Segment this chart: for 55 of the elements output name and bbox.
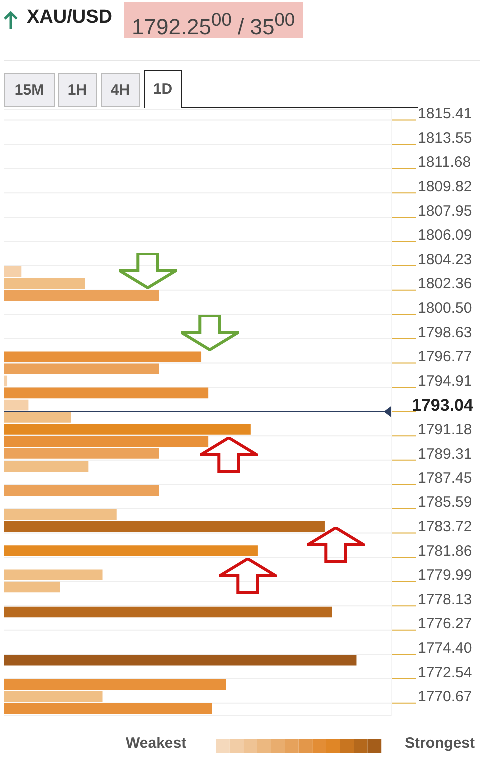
y-tick-label: 1811.68 — [418, 154, 472, 172]
y-tick-label: 1770.67 — [418, 688, 472, 706]
y-tick-label: 1772.54 — [418, 664, 472, 682]
y-tick-label: 1785.59 — [418, 494, 472, 512]
bar — [4, 436, 209, 447]
bar — [4, 400, 29, 411]
bar — [4, 606, 332, 618]
y-tick-label: 1774.40 — [418, 640, 472, 658]
bar — [4, 266, 22, 278]
bar — [4, 461, 89, 472]
y-tick-label: 1807.95 — [418, 202, 472, 220]
bar — [4, 679, 226, 690]
bar — [4, 546, 258, 556]
y-tick-label: 1796.77 — [418, 348, 472, 366]
y-tick-label: 1794.91 — [418, 372, 472, 390]
text: 1D — [144, 70, 182, 108]
y-tick-label: 1800.50 — [418, 300, 472, 317]
ref-line-label: 1793.04 — [412, 396, 474, 415]
y-tick-label: 1791.18 — [418, 421, 472, 438]
y-tick-label: 1776.27 — [418, 616, 472, 633]
bar — [4, 703, 212, 714]
bar — [4, 278, 86, 290]
text: Weakest — [126, 735, 187, 752]
y-tick-label: 1806.09 — [418, 227, 472, 244]
bar — [4, 376, 8, 387]
bar — [4, 522, 325, 532]
chart-title: XAU/USD — [27, 7, 113, 29]
y-tick-label: 1783.72 — [418, 518, 472, 536]
text: 1H — [58, 73, 97, 107]
bar — [4, 424, 251, 435]
bar — [4, 290, 160, 302]
bar — [4, 485, 160, 496]
y-tick-label: 1802.36 — [418, 276, 472, 293]
y-tick-label: 1804.23 — [418, 251, 472, 268]
bar — [4, 352, 202, 362]
y-tick-label: 1781.86 — [418, 542, 472, 560]
y-tick-label: 1779.99 — [418, 567, 472, 584]
bar — [4, 364, 160, 374]
bar — [4, 448, 160, 459]
y-tick-label: 1798.63 — [418, 324, 472, 342]
bar — [4, 388, 209, 399]
bar — [4, 691, 103, 702]
bar — [4, 510, 117, 520]
y-tick-label: 1813.55 — [418, 130, 472, 147]
bar — [4, 654, 357, 666]
y-tick-label: 1778.13 — [418, 591, 472, 608]
text: 4H — [101, 73, 140, 107]
y-tick-label: 1815.41 — [418, 106, 472, 123]
chart-subtitle: 1792.25$^{00}$ / 35$^{00}$ — [124, 2, 304, 40]
text: 15M — [4, 73, 55, 107]
y-tick-label: 1789.31 — [418, 446, 472, 463]
y-tick-label: 1787.45 — [418, 470, 472, 487]
text: Strongest — [405, 735, 476, 752]
bar — [4, 412, 72, 423]
y-tick-label: 1809.82 — [418, 178, 472, 196]
